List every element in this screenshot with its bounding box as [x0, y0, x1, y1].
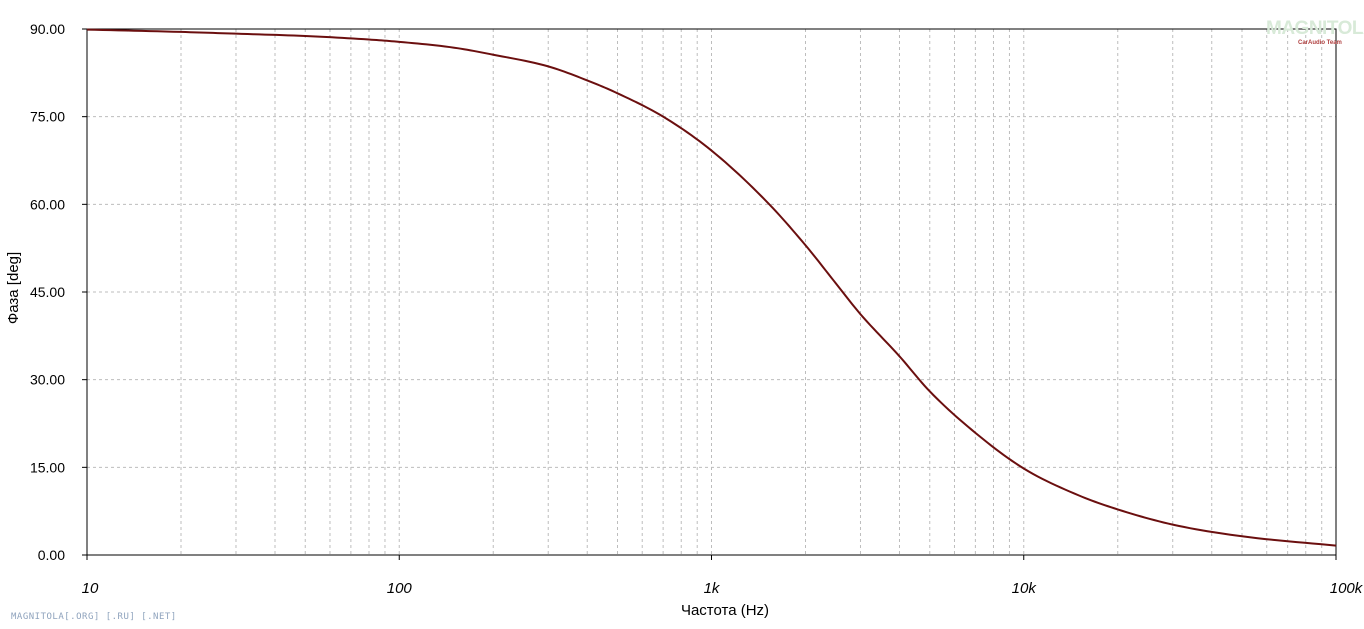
y-tick-labels: 0.00 15.00 30.00 45.00 60.00 75.00 90.00 [30, 21, 87, 563]
watermark-logo-text: MAGNITOLA [1266, 18, 1364, 39]
phase-series-line [86, 28, 1337, 547]
y-tick-label: 0.00 [38, 547, 65, 563]
x-axis-label: Частота (Hz) [681, 602, 769, 619]
watermark-bottom-text: MAGNITOLA[.ORG] [.RU] [.NET] [11, 612, 177, 622]
y-tick-label: 30.00 [30, 372, 65, 388]
x-tick-label: 100k [1330, 580, 1364, 597]
x-tick-label: 1k [704, 580, 721, 597]
y-tick-label: 90.00 [30, 21, 65, 37]
series-layer [86, 28, 1337, 547]
watermark-logo: MAGNITOLA CarAudio Team [1266, 18, 1364, 50]
x-tick-label: 10 [82, 580, 99, 597]
x-tick-labels: 10 100 1k 10k 100k [82, 555, 1364, 597]
x-tick-label: 100 [387, 580, 413, 597]
y-tick-label: 15.00 [30, 459, 65, 475]
grid-lines [87, 29, 1336, 555]
watermark-logo-subtext: CarAudio Team [1298, 40, 1342, 46]
x-tick-label: 10k [1012, 580, 1038, 597]
y-axis-label: Фаза [deg] [5, 252, 22, 324]
y-tick-label: 45.00 [30, 284, 65, 300]
y-tick-label: 75.00 [30, 109, 65, 125]
y-tick-label: 60.00 [30, 196, 65, 212]
